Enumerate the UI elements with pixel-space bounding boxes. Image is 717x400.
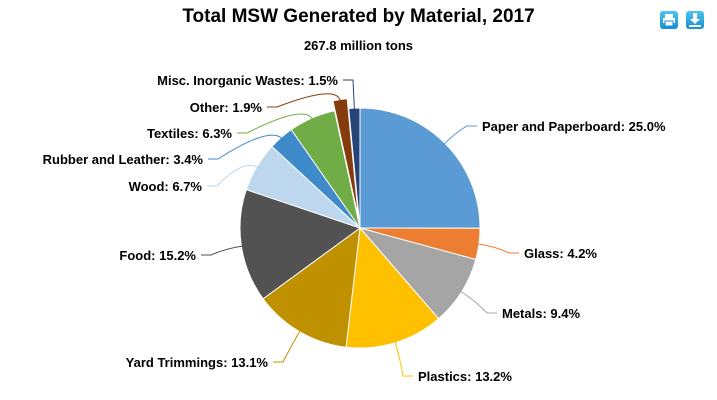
chart-title: Total MSW Generated by Material, 2017 — [182, 6, 535, 27]
connector-line — [459, 290, 497, 314]
data-label: Plastics: 13.2% — [418, 369, 512, 384]
data-label: Metals: 9.4% — [502, 306, 580, 321]
data-label: Rubber and Leather: 3.4% — [43, 152, 204, 167]
print-icon — [663, 14, 675, 27]
data-label: Textiles: 6.3% — [147, 126, 232, 141]
data-label: Paper and Paperboard: 25.0% — [482, 119, 666, 134]
data-label: Misc. Inorganic Wastes: 1.5% — [157, 73, 338, 88]
download-button[interactable] — [686, 11, 704, 29]
connector-line — [201, 245, 244, 256]
connector-line — [343, 79, 355, 111]
connector-line — [443, 125, 477, 145]
data-label: Food: 15.2% — [119, 248, 196, 263]
data-label: Yard Trimmings: 13.1% — [126, 355, 269, 370]
download-icon — [689, 13, 701, 27]
connector-line — [267, 93, 341, 108]
data-label: Glass: 4.2% — [524, 246, 597, 261]
connector-line — [273, 329, 301, 363]
data-label: Wood: 6.7% — [129, 179, 203, 194]
connector-line — [237, 113, 314, 134]
pie-slice-paper-and-paperboard[interactable] — [359, 107, 481, 229]
print-button[interactable] — [660, 11, 678, 29]
connector-line — [394, 340, 413, 377]
connector-line — [207, 164, 259, 187]
connector-line — [476, 243, 519, 254]
chart-subtitle: 267.8 million tons — [303, 38, 414, 53]
data-label: Other: 1.9% — [190, 100, 263, 115]
connector-line — [208, 134, 283, 160]
